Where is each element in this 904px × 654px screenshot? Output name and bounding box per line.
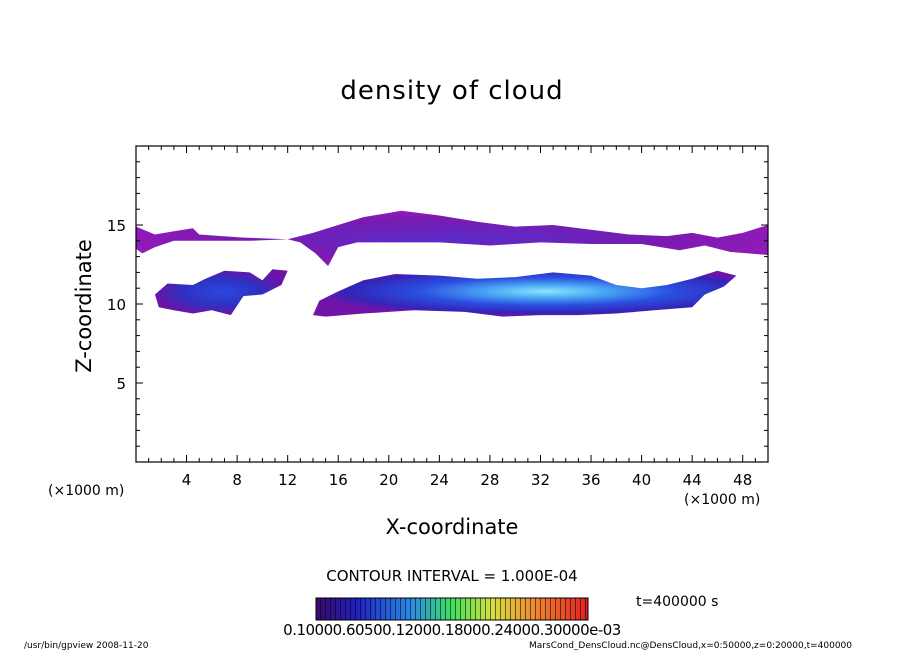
x-tick-label: 20: [379, 471, 398, 489]
x-tick-label: 32: [531, 471, 550, 489]
time-label: t=400000 s: [636, 594, 719, 610]
y-tick-label: 10: [107, 296, 126, 314]
cloud-lower-main-cell: [313, 270, 737, 317]
y-tick-label: 5: [116, 375, 126, 393]
x-axis-label: X-coordinate: [385, 515, 519, 539]
y-tick-label: 15: [107, 217, 126, 235]
x-tick-label: 36: [581, 471, 600, 489]
x-tick-label: 24: [430, 471, 449, 489]
x-tick-label: 40: [632, 471, 651, 489]
footer-left-text: /usr/bin/gpview 2008-11-20: [24, 641, 149, 651]
colorbar-frame: [315, 597, 589, 621]
cloud-lower-left-cell: [155, 269, 288, 316]
x-tick-label: 28: [480, 471, 499, 489]
chart-title: density of cloud: [340, 76, 564, 106]
x-tick-label: 12: [278, 471, 297, 489]
colorbar-contour-lines: [316, 598, 588, 620]
x-unit-label-left: (×1000 m): [48, 483, 125, 499]
x-tick-label: 44: [683, 471, 702, 489]
colorbar-tick-labels: 0.10000.60500.12000.18000.24000.30000e-0…: [283, 621, 621, 639]
x-tick-label: 4: [182, 471, 192, 489]
x-unit-label-right: (×1000 m): [684, 492, 761, 508]
cloud-upper-layer: [136, 210, 768, 267]
x-tick-label: 16: [329, 471, 348, 489]
cloud-density-fill: [136, 210, 768, 317]
footer-right-text: MarsCond_DensCloud.nc@DensCloud,x=0:5000…: [529, 641, 852, 651]
x-tick-label: 48: [733, 471, 752, 489]
x-tick-label: 8: [232, 471, 242, 489]
contour-interval-label: CONTOUR INTERVAL = 1.000E-04: [326, 567, 578, 585]
